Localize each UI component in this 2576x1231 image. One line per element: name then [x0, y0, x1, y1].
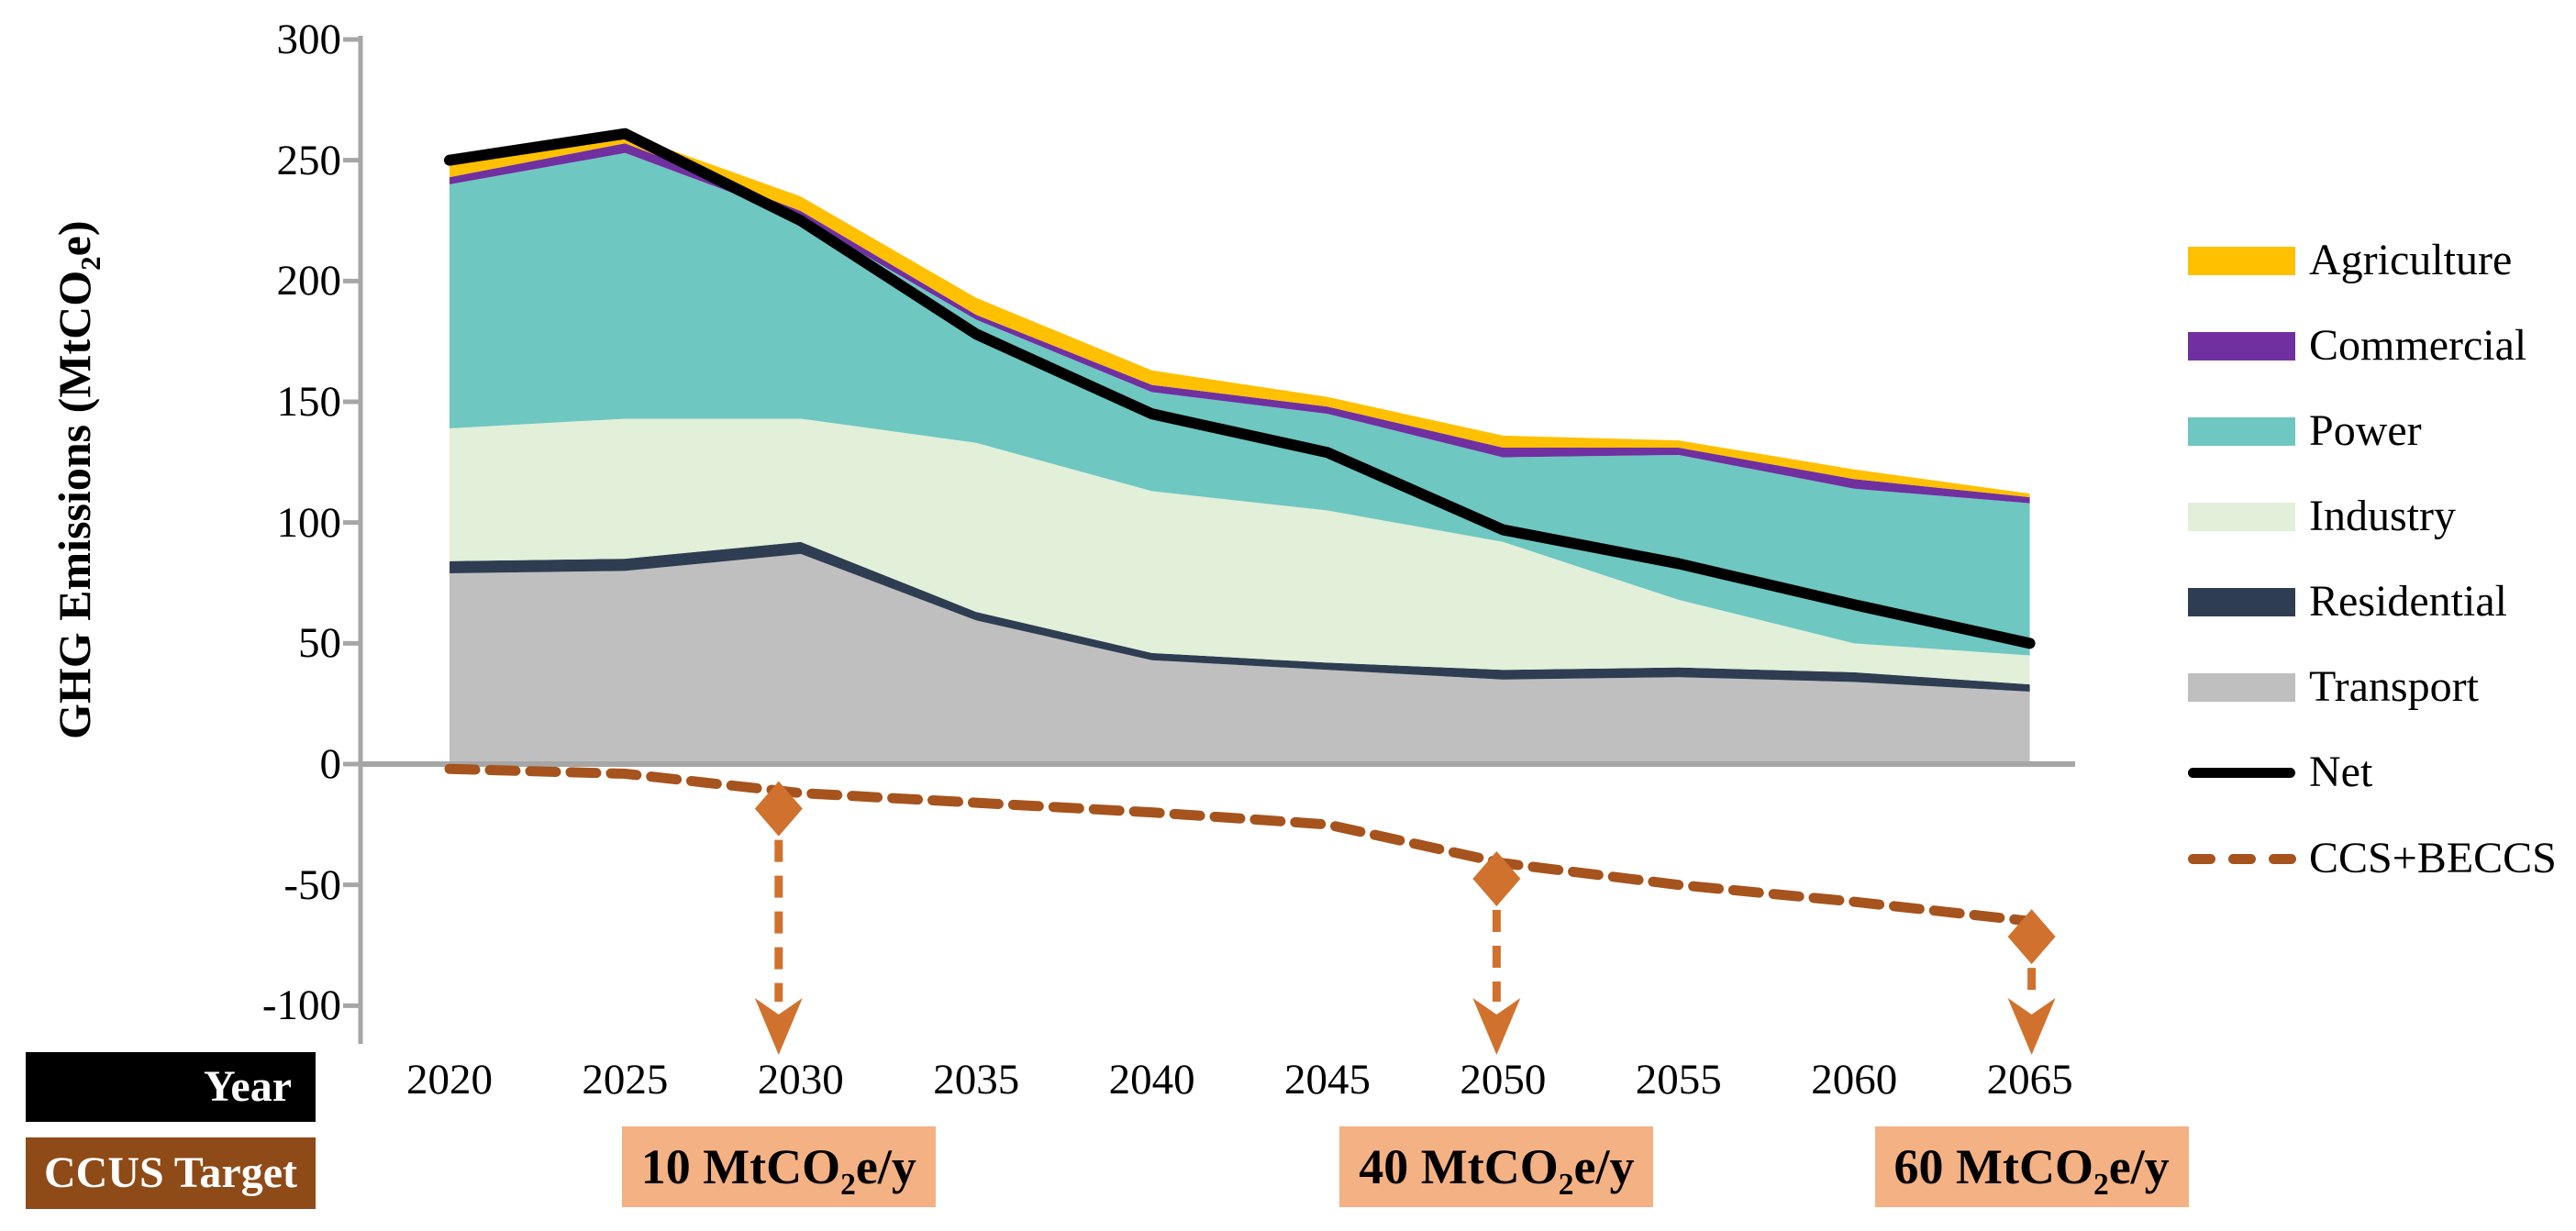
- area-series-agriculture: [450, 133, 2030, 498]
- x-tick-label: 2040: [1108, 1056, 1195, 1103]
- legend-item-residential: Residential: [2188, 576, 2507, 627]
- legend-item-transport: Transport: [2188, 661, 2479, 713]
- x-tick-label: 2065: [1986, 1056, 2073, 1103]
- legend-label: Residential: [2309, 577, 2507, 626]
- legend-item-net: Net: [2188, 747, 2372, 798]
- y-tick-label: -50: [283, 860, 341, 909]
- legend-area-swatch: [2188, 246, 2295, 275]
- ccus-target-value-box: 10 MtCO2e/y: [621, 1126, 936, 1207]
- area-series-transport: [450, 553, 2030, 764]
- y-tick-label: 250: [276, 136, 342, 184]
- ccus-target-value-box: 60 MtCO2e/y: [1874, 1126, 2189, 1207]
- x-tick-label: 2055: [1635, 1056, 1722, 1103]
- x-tick-label: 2035: [933, 1056, 1020, 1103]
- y-tick-label: -100: [261, 981, 341, 1030]
- legend-item-agriculture: Agriculture: [2188, 235, 2512, 286]
- dash-segment-icon: [2228, 853, 2256, 864]
- ccs-diamond-marker: [754, 781, 803, 837]
- legend-area-swatch: [2188, 416, 2295, 446]
- ccus-target-row-label: CCUS Target: [26, 1137, 316, 1209]
- year-row-label: Year: [26, 1052, 316, 1122]
- area-series-industry: [450, 418, 2030, 685]
- legend-item-ccs-beccs: CCS+BECCS: [2188, 833, 2557, 884]
- area-series-power: [450, 152, 2030, 656]
- legend-label: Power: [2309, 406, 2422, 455]
- y-tick-label: 100: [276, 498, 342, 547]
- x-tick-label: 2060: [1811, 1056, 1898, 1103]
- legend-label: Agriculture: [2309, 236, 2513, 284]
- y-tick-label: 200: [276, 257, 342, 305]
- x-tick-label: 2050: [1460, 1056, 1547, 1103]
- y-tick-label: 150: [276, 378, 342, 426]
- ccs-beccs-line: [444, 763, 2036, 926]
- area-series-residential: [450, 541, 2030, 693]
- legend-label: Industry: [2309, 492, 2456, 540]
- ccs-diamond-marker: [2007, 909, 2056, 965]
- x-tick-label: 2025: [582, 1056, 669, 1103]
- down-arrowhead-icon: [754, 998, 803, 1055]
- ccus-target-value-box: 40 MtCO2e/y: [1339, 1126, 1654, 1207]
- y-tick-label: 0: [319, 740, 342, 788]
- legend-item-industry: Industry: [2188, 491, 2456, 542]
- legend-label: Transport: [2309, 662, 2479, 711]
- y-tick-label: 300: [276, 16, 342, 63]
- y-axis-title: GHG Emissions (MtCO2e): [49, 220, 106, 739]
- net-line: [444, 128, 2036, 649]
- legend-area-swatch: [2188, 502, 2295, 531]
- x-tick-label: 2045: [1284, 1056, 1371, 1103]
- x-tick-label: 2020: [406, 1056, 493, 1103]
- legend-item-commercial: Commercial: [2188, 320, 2526, 372]
- legend-label: CCS+BECCS: [2309, 834, 2557, 882]
- legend-area-swatch: [2188, 331, 2295, 360]
- dash-segment-icon: [2188, 853, 2215, 864]
- y-tick-label: 50: [298, 619, 341, 668]
- legend-line-swatch: [2188, 767, 2295, 778]
- down-arrowhead-icon: [2007, 998, 2056, 1055]
- dash-segment-icon: [2269, 853, 2296, 864]
- legend-area-swatch: [2188, 672, 2295, 702]
- legend-item-power: Power: [2188, 405, 2422, 457]
- legend-label: Commercial: [2309, 321, 2527, 370]
- legend-dash-swatch: [2188, 853, 2296, 864]
- legend-label: Net: [2309, 748, 2373, 796]
- down-arrowhead-icon: [1472, 998, 1521, 1055]
- x-tick-label: 2030: [757, 1056, 844, 1103]
- ccs-diamond-marker: [1472, 850, 1521, 906]
- legend-area-swatch: [2188, 587, 2295, 616]
